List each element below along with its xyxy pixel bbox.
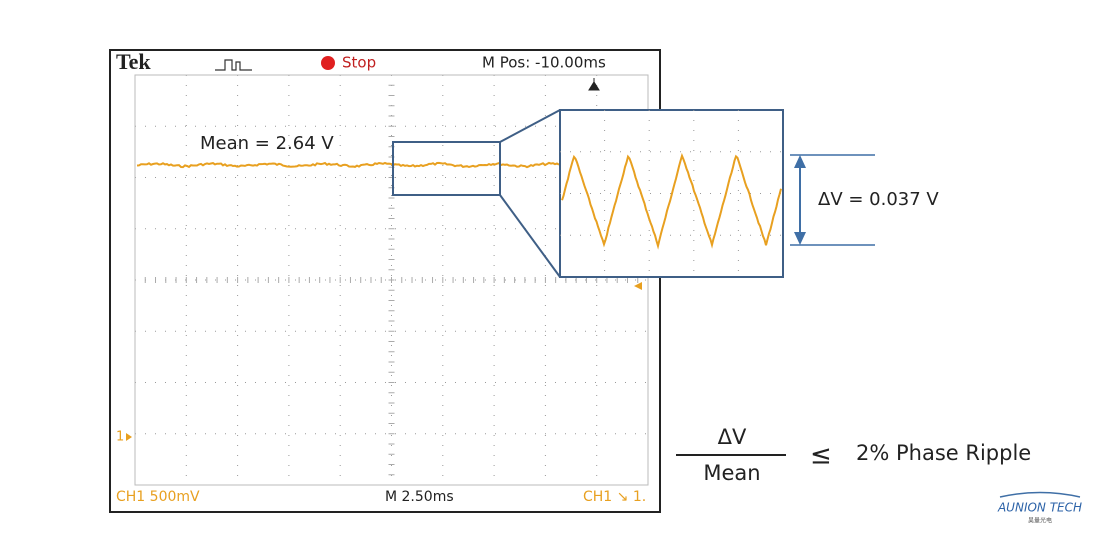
zoom-line <box>499 194 561 278</box>
marker: 1 <box>116 430 124 445</box>
graticule-border <box>134 74 649 486</box>
position: M Pos: -10.00ms <box>482 54 606 72</box>
logo-arc <box>999 491 1081 498</box>
mean-label: Mean = 2.64 V <box>200 133 334 154</box>
zoom-box <box>392 141 501 196</box>
logo-name: AUNION TECH <box>997 501 1082 515</box>
zoom-line <box>499 109 561 143</box>
waveform <box>136 161 560 169</box>
numerator: ΔV <box>718 425 747 449</box>
brand: Tek <box>116 49 151 74</box>
delta-label: ΔV = 0.037 V <box>818 189 939 210</box>
marker-arrow <box>126 433 132 441</box>
state: Stop <box>342 54 376 72</box>
trigger-icon <box>215 59 252 71</box>
channel: CH1 500mV <box>116 489 200 505</box>
level-arrow <box>634 282 642 290</box>
ripple-wave <box>561 152 782 250</box>
stop-icon <box>321 56 335 70</box>
logo-subtitle: 昊量光电 <box>1028 517 1052 525</box>
result: 2% Phase Ripple <box>856 441 1031 465</box>
trigger-position <box>588 78 600 91</box>
relation: ≤ <box>810 441 832 471</box>
denominator: Mean <box>703 461 760 485</box>
timebase: M 2.50ms <box>385 489 454 505</box>
trigger: CH1 ↘ 1. <box>583 489 646 505</box>
